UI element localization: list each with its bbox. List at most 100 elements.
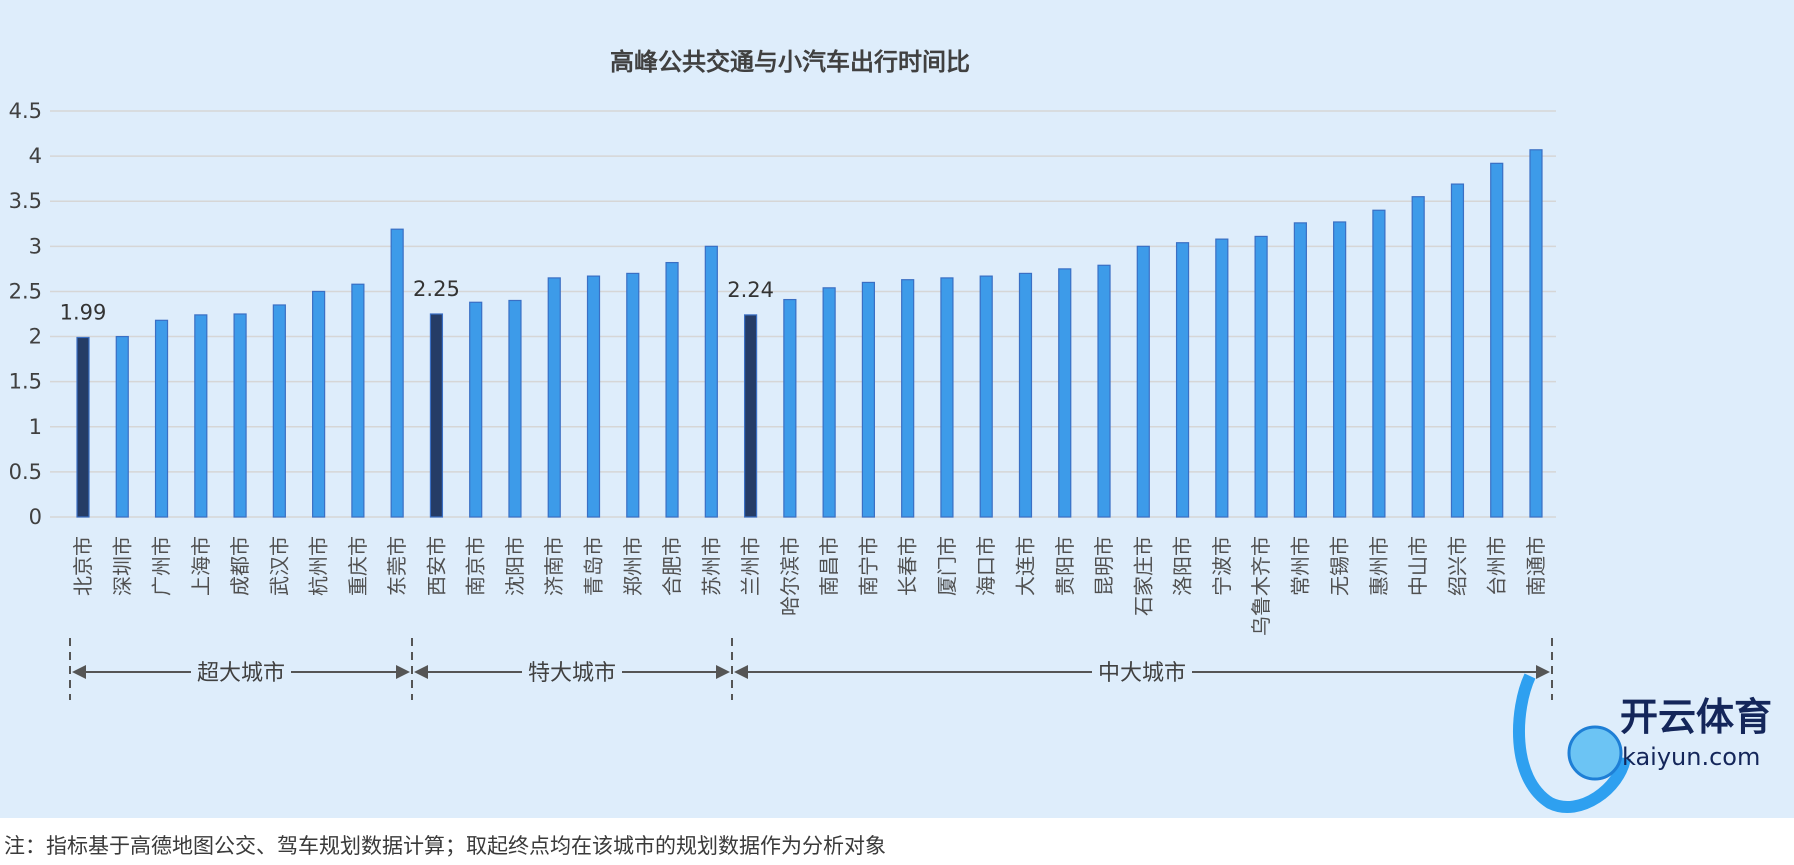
- bar-南昌市: [822, 287, 836, 518]
- watermark-logo: 开云体育 kaiyun.com: [1513, 673, 1772, 813]
- x-tick-label: 大连市: [1013, 536, 1037, 596]
- x-tick-label: 济南市: [542, 536, 566, 596]
- footnote: 注：指标基于高德地图公交、驾车规划数据计算；取起终点均在该城市的规划数据作为分析…: [4, 834, 886, 858]
- x-tick-label: 海口市: [974, 536, 998, 596]
- bar-郑州市: [626, 272, 640, 518]
- bar-大连市: [1018, 272, 1033, 518]
- bar-无锡市: [1333, 221, 1347, 518]
- y-tick-label: 2: [29, 325, 42, 349]
- x-tick-label: 哈尔滨市: [778, 536, 802, 616]
- x-tick-label: 武汉市: [267, 536, 291, 596]
- bar-chart: 高峰公共交通与小汽车出行时间比 0 0.5 1 1.5 2 2.5 3 3.5 4 4.5 北京市深…: [9, 48, 1772, 813]
- bar-惠州市: [1372, 209, 1386, 518]
- bar-上海市: [194, 314, 208, 518]
- bar-南京市: [469, 301, 483, 518]
- arrow-right-icon: [716, 665, 730, 679]
- bar-成都市: [233, 313, 247, 518]
- y-tick-label: 4: [29, 144, 42, 168]
- bar-青岛市: [586, 275, 601, 518]
- bar-深圳市: [115, 335, 129, 518]
- x-tick-label: 苏州市: [699, 536, 723, 596]
- x-tick-label: 中山市: [1406, 536, 1430, 596]
- y-tick-label: 1.5: [9, 370, 42, 394]
- x-tick-label: 绍兴市: [1445, 536, 1469, 596]
- bar-哈尔滨市: [783, 298, 797, 518]
- x-tick-label: 重庆市: [346, 536, 370, 596]
- bar-兰州市: [743, 314, 758, 518]
- x-tick-label: 合肥市: [660, 536, 684, 596]
- y-tick-label: 0.5: [9, 460, 42, 484]
- data-label: 2.24: [727, 278, 774, 302]
- bar-西安市: [429, 313, 444, 518]
- data-label: 1.99: [60, 300, 107, 324]
- svg-text:开云体育: 开云体育: [1620, 695, 1772, 739]
- x-tick-label: 惠州市: [1367, 536, 1391, 596]
- bar-长春市: [901, 279, 915, 518]
- bar-北京市: [76, 336, 90, 518]
- bar-海口市: [979, 275, 993, 518]
- x-tick-label: 厦门市: [935, 536, 959, 596]
- x-tick-label: 广州市: [150, 536, 174, 596]
- x-tick-label: 昆明市: [1092, 536, 1116, 596]
- bar-厦门市: [940, 277, 954, 518]
- x-tick-label: 洛阳市: [1171, 536, 1195, 596]
- x-tick-label: 常州市: [1288, 536, 1312, 596]
- group-label: 特大城市: [528, 661, 616, 686]
- x-tick-label: 无锡市: [1328, 536, 1352, 596]
- bar-南通市: [1529, 149, 1543, 518]
- x-tick-label: 乌鲁木齐市: [1249, 536, 1273, 636]
- arrow-left-icon: [414, 665, 428, 679]
- x-tick-label: 南京市: [464, 536, 488, 596]
- bar-东莞市: [390, 228, 404, 518]
- group-label: 超大城市: [197, 661, 285, 686]
- arrow-right-icon: [396, 665, 410, 679]
- x-tick-label: 杭州市: [307, 536, 331, 596]
- chart-title: 高峰公共交通与小汽车出行时间比: [610, 48, 970, 76]
- bar-中山市: [1411, 196, 1425, 518]
- x-tick-label: 沈阳市: [503, 536, 527, 596]
- arrow-right-icon: [1536, 665, 1550, 679]
- x-tick-label: 上海市: [189, 536, 213, 596]
- x-tick-label: 深圳市: [110, 536, 134, 596]
- bar-广州市: [154, 319, 169, 518]
- x-tick-label: 青岛市: [582, 536, 606, 596]
- bar-重庆市: [351, 283, 365, 518]
- x-tick-label: 石家庄市: [1131, 536, 1155, 616]
- bar-昆明市: [1097, 264, 1111, 518]
- y-tick-label: 4.5: [9, 99, 42, 123]
- x-tick-label: 兰州市: [739, 536, 763, 596]
- arrow-left-icon: [734, 665, 748, 679]
- bar-苏州市: [704, 245, 718, 518]
- y-tick-label: 2.5: [9, 279, 42, 303]
- y-tick-label: 1: [29, 415, 42, 439]
- data-label: 2.25: [413, 277, 460, 301]
- x-tick-label: 西安市: [424, 536, 448, 596]
- bar-宁波市: [1215, 238, 1229, 518]
- bar-沈阳市: [508, 299, 522, 518]
- x-tick-label: 台州市: [1485, 536, 1509, 596]
- x-tick-label: 南昌市: [817, 536, 841, 596]
- bar-南宁市: [861, 281, 876, 518]
- x-tick-label: 北京市: [71, 536, 95, 596]
- svg-text:kaiyun.com: kaiyun.com: [1622, 743, 1760, 771]
- y-tick-label: 3: [29, 234, 42, 258]
- arrow-left-icon: [72, 665, 86, 679]
- bar-杭州市: [312, 290, 326, 518]
- bar-乌鲁木齐市: [1254, 235, 1268, 518]
- bar-常州市: [1293, 222, 1307, 518]
- bar-济南市: [547, 277, 561, 518]
- bar-贵阳市: [1058, 268, 1072, 518]
- x-tick-label: 东莞市: [385, 536, 409, 596]
- bar-武汉市: [272, 304, 286, 518]
- x-tick-label: 贵阳市: [1053, 536, 1077, 596]
- bar-台州市: [1490, 162, 1504, 518]
- x-tick-label: 南通市: [1524, 536, 1548, 596]
- x-tick-label: 长春市: [896, 536, 920, 596]
- bar-合肥市: [665, 261, 679, 518]
- bar-石家庄市: [1136, 245, 1150, 518]
- x-tick-label: 宁波市: [1210, 536, 1234, 596]
- y-tick-label: 3.5: [9, 189, 42, 213]
- x-tick-label: 郑州市: [621, 536, 645, 596]
- bar-洛阳市: [1175, 242, 1190, 518]
- y-tick-label: 0: [29, 505, 42, 529]
